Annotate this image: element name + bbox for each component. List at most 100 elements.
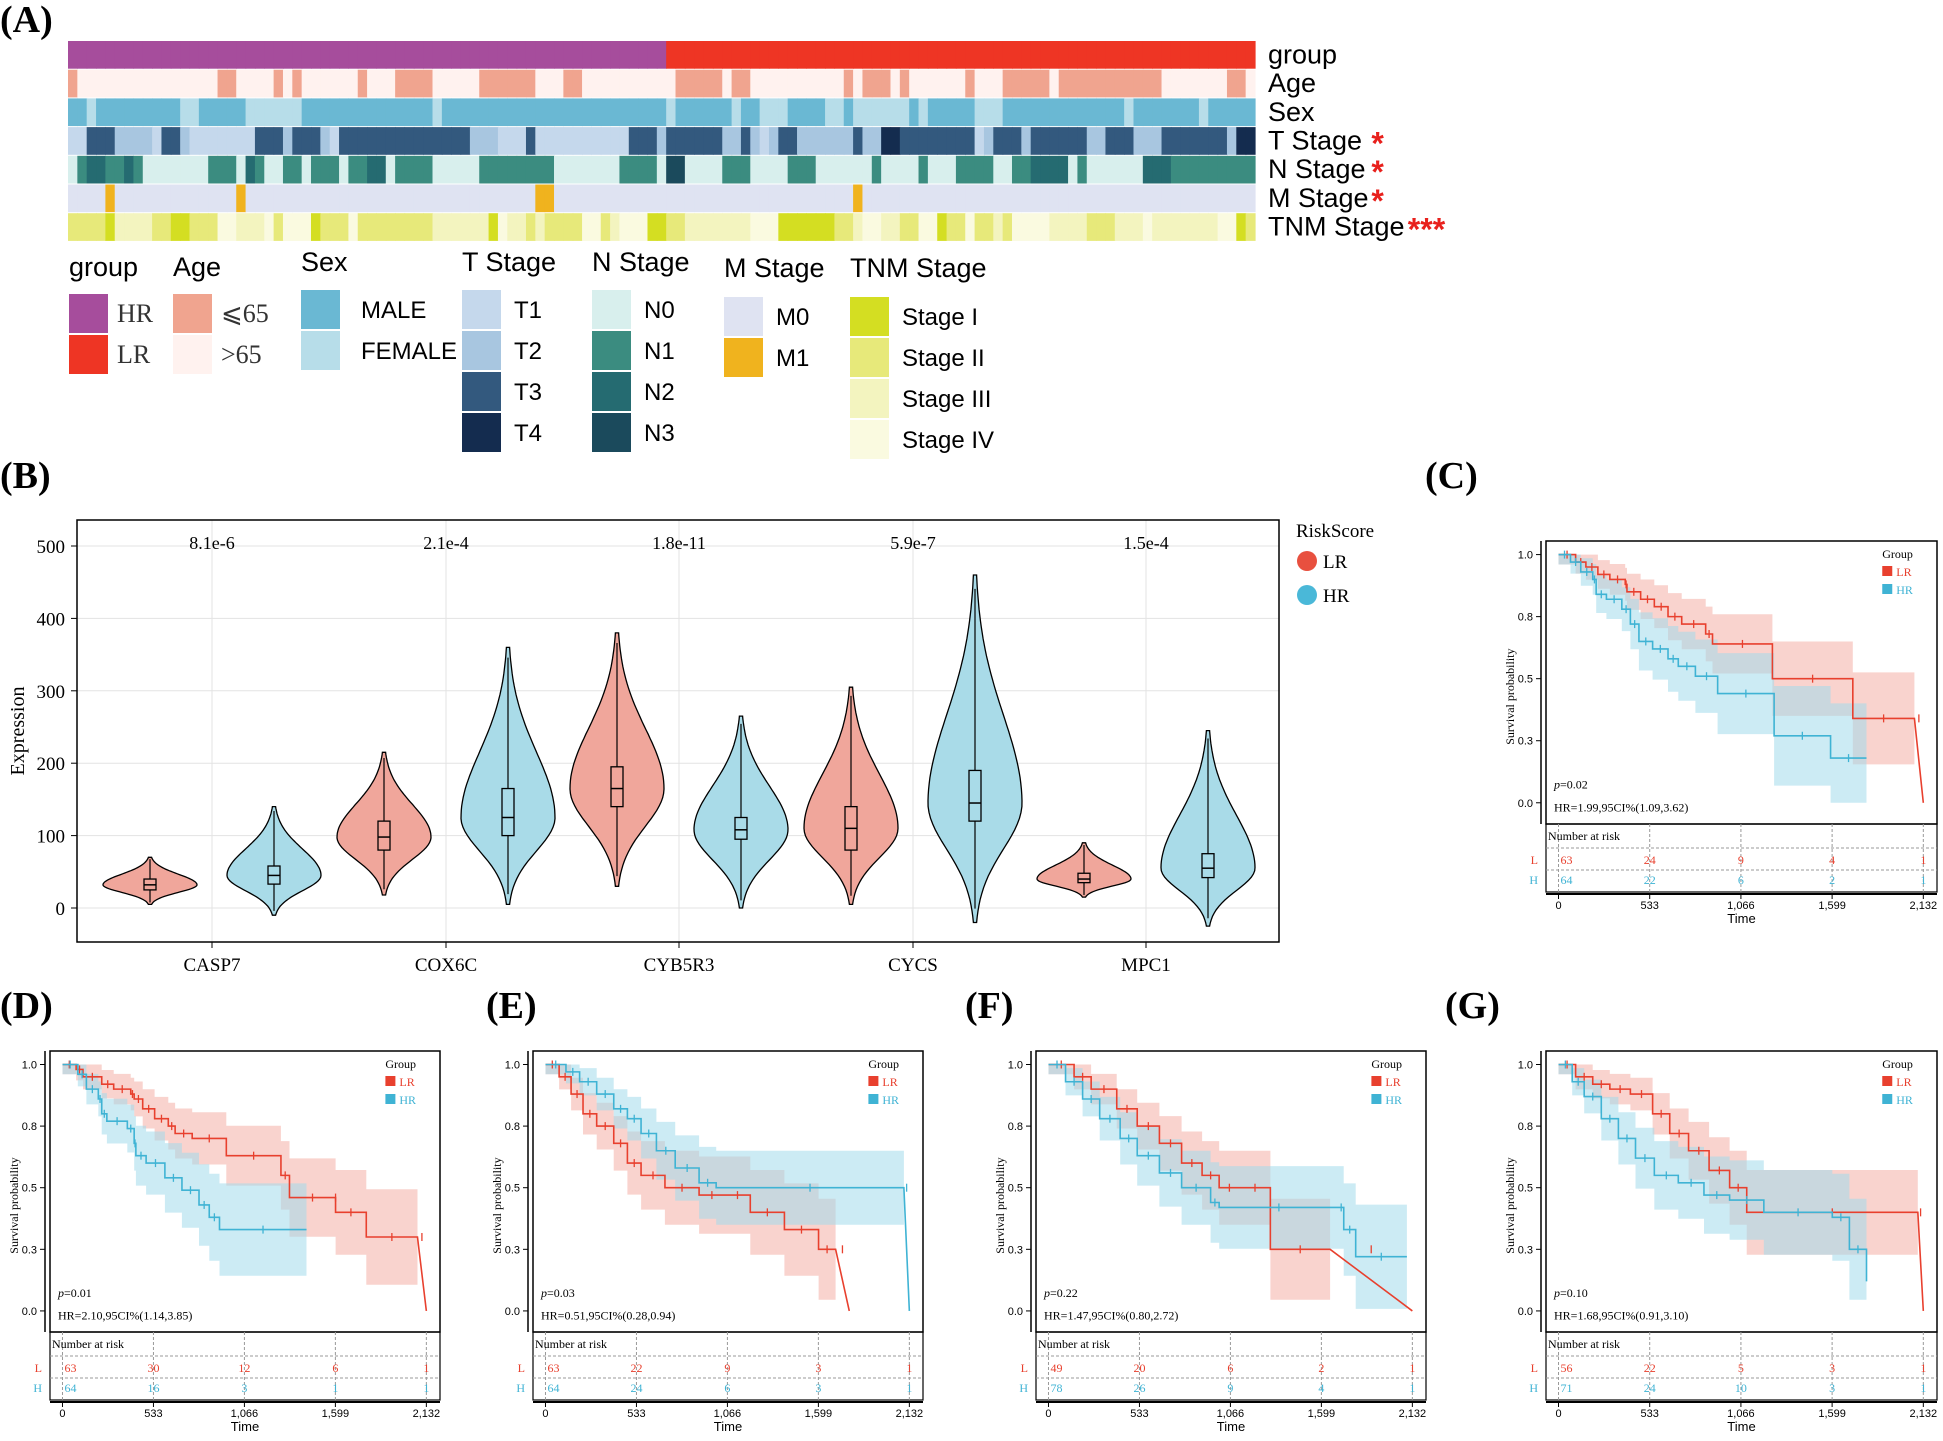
legend-swatch-lr [1882,1076,1893,1086]
heatmap-cell [77,184,88,213]
heatmap-cell [180,155,191,184]
heatmap-cell [1040,41,1050,69]
y-tick-label: 500 [37,537,66,558]
heatmap-cell [619,155,630,184]
heatmap-cell [787,41,798,69]
heatmap-cell [77,41,88,69]
x-tick-label: CYB5R3 [644,955,715,976]
heatmap-cell [1170,41,1181,69]
heatmap-cell [497,127,508,155]
heatmap-cell [815,155,826,184]
heatmap-cell [768,213,779,241]
heatmap-cell [881,127,892,155]
heatmap-cell [124,41,135,69]
heatmap-cell [1105,184,1116,213]
heatmap-cell [871,184,882,213]
heatmap-cell [1114,155,1125,184]
heatmap-cell [1226,213,1237,241]
heatmap-cell [292,184,303,213]
heatmap-cell [357,213,368,241]
y-tick-label: 0.0 [1518,1306,1533,1318]
heatmap-cell [367,184,378,213]
heatmap-cell [198,98,209,127]
heatmap-cell [432,98,443,127]
heatmap-cell [544,184,555,213]
heatmap-cell [797,41,807,69]
heatmap-cell [946,41,957,69]
heatmap-cell [114,69,125,98]
heatmap-cell [198,213,209,241]
heatmap-cell [909,41,920,69]
heatmap-cell [983,69,994,98]
heatmap-cell [507,69,518,98]
heatmap-cell [797,69,807,98]
heatmap-cell [357,69,368,98]
heatmap-cell [170,127,181,155]
y-tick-label: 0.0 [1008,1306,1023,1318]
heatmap-cell [778,213,789,241]
legend-n-stage: N Stage N0 N1 N2 N3 [592,247,690,452]
heatmap-cell [497,41,508,69]
survival-curve-hr [1558,553,1867,759]
heatmap-cell [853,213,864,241]
x-tick-label: 2,132 [1910,1408,1938,1420]
heatmap-cell [282,127,293,155]
heatmap-cell [572,69,583,98]
heatmap-cell [273,213,284,241]
heatmap-cell [815,184,826,213]
heatmap-cell [881,213,892,241]
heatmap-cell [404,98,415,127]
heatmap-cell [899,41,910,69]
y-tick-label: 1.0 [505,1059,520,1071]
heatmap-cell [1086,41,1097,69]
heatmap-cell [656,184,667,213]
heatmap-cell [591,41,602,69]
heatmap-cell [722,127,733,155]
x-tick-label: CASP7 [183,955,240,976]
heatmap-cell [441,69,452,98]
legend-item-label: Stage I [902,304,978,331]
heatmap-cell [1142,69,1153,98]
x-tick-label: 1,599 [1818,900,1846,912]
heatmap-cell [68,184,78,213]
heatmap-cell [582,98,593,127]
heatmap-cell [217,127,228,155]
heatmap-cell [1152,155,1163,184]
heatmap-cell [376,127,387,155]
heatmap-cell [1236,155,1247,184]
heatmap-cell [871,69,882,98]
heatmap-cell [460,184,471,213]
heatmap-cell [236,98,247,127]
y-axis-title: Expression [7,687,29,776]
heatmap-cell [114,213,125,241]
heatmap-cell [927,213,938,241]
heatmap-cell [86,127,97,155]
p-value-text: =0.22 [1050,1286,1078,1300]
hazard-ratio: HR=1.47,95CI%(0.80,2.72) [1044,1308,1178,1322]
heatmap-cell [890,69,901,98]
heatmap-cell [806,41,817,69]
risk-count: 3 [241,1381,247,1395]
heatmap-cell [507,41,518,69]
heatmap-cell [161,213,172,241]
heatmap-cell [1180,69,1191,98]
heatmap-cell [1002,213,1013,241]
risk-count: 1 [1409,1361,1415,1375]
heatmap-cell [469,69,480,98]
heatmap-cell [1170,127,1181,155]
heatmap-cell [413,184,424,213]
heatmap-cell [1021,213,1032,241]
heatmap-cell [619,69,630,98]
heatmap-cell [114,184,125,213]
heatmap-cell [759,184,770,213]
heatmap-cell [516,69,527,98]
heatmap-cell [180,98,191,127]
heatmap-cell [385,41,396,69]
heatmap-cell [292,213,303,241]
heatmap-cell [357,184,368,213]
heatmap-row-label: Age [1268,68,1316,98]
heatmap-cell [226,155,237,184]
heatmap-cell [1068,98,1079,127]
heatmap-cell [871,213,882,241]
legend-swatch [173,335,212,374]
